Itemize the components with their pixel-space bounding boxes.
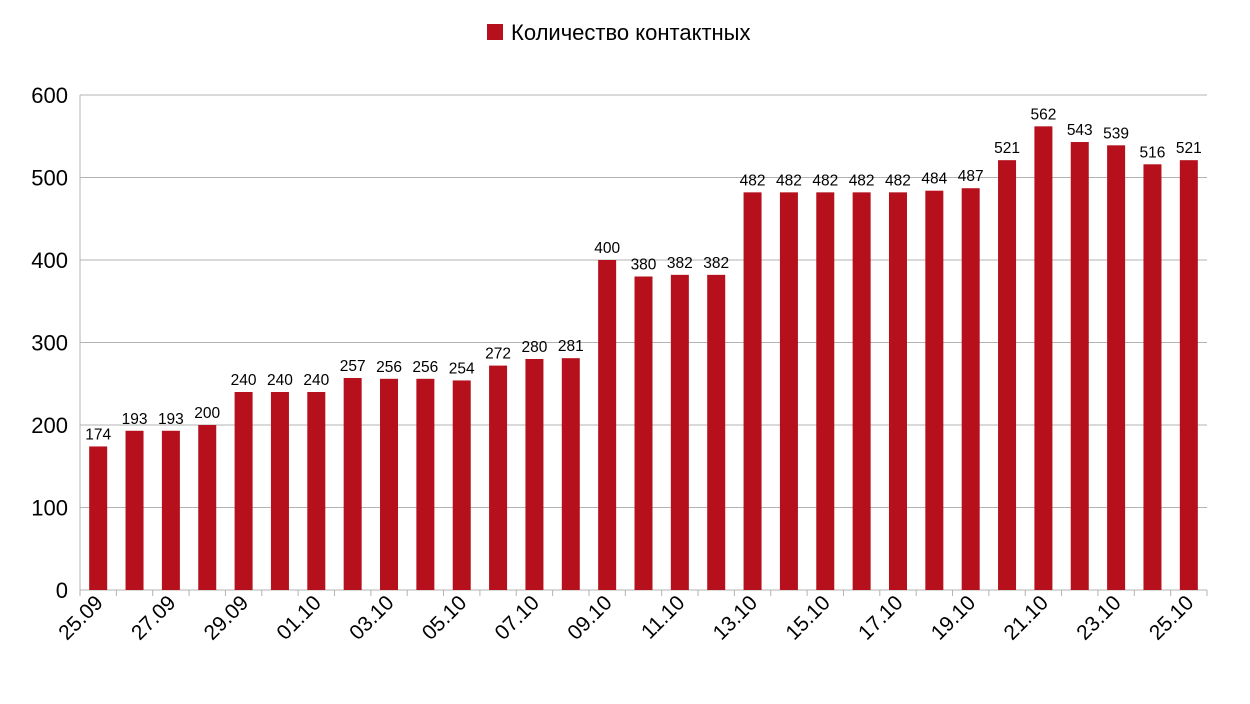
- x-tick-label: 29.09: [200, 591, 253, 644]
- data-label: 193: [158, 411, 184, 428]
- data-label: 280: [521, 339, 547, 356]
- legend: Количество контактных: [487, 20, 751, 45]
- data-label: 281: [558, 338, 584, 355]
- x-tick-label: 25.10: [1145, 591, 1198, 644]
- bar: [416, 378, 435, 590]
- bar: [452, 380, 471, 590]
- data-label: 482: [885, 172, 911, 189]
- x-tick-label: 07.10: [491, 591, 544, 644]
- bar: [525, 359, 544, 590]
- bar: [707, 274, 726, 590]
- y-tick-label: 400: [31, 248, 68, 273]
- x-tick-label: 21.10: [1000, 591, 1053, 644]
- bar: [925, 190, 944, 590]
- y-tick-label: 100: [31, 496, 68, 521]
- data-label: 240: [267, 372, 293, 389]
- bar: [779, 192, 798, 590]
- bar: [234, 392, 253, 590]
- data-label: 521: [1176, 140, 1202, 157]
- x-tick-label: 09.10: [563, 591, 616, 644]
- legend-swatch: [487, 24, 503, 40]
- data-label: 516: [1140, 144, 1166, 161]
- x-tick-label: 27.09: [127, 591, 180, 644]
- legend-label: Количество контактных: [511, 20, 751, 45]
- data-labels: 174 193 193 200 240 240 240 257 256 256 254 272 280 2…: [85, 106, 1202, 443]
- x-tick-label: 17.10: [854, 591, 907, 644]
- y-tick-label: 0: [56, 578, 68, 603]
- bar: [270, 392, 289, 590]
- x-tick-label: 03.10: [345, 591, 398, 644]
- bar: [1107, 145, 1126, 590]
- data-label: 484: [921, 171, 947, 188]
- x-tick-label: 11.10: [637, 591, 689, 643]
- data-label: 382: [667, 255, 693, 272]
- data-label: 272: [485, 346, 511, 363]
- data-label: 482: [776, 172, 802, 189]
- bar: [888, 192, 907, 590]
- data-label: 174: [85, 426, 111, 443]
- data-label: 482: [849, 172, 875, 189]
- data-label: 254: [449, 360, 475, 377]
- data-label: 240: [303, 372, 329, 389]
- bar: [198, 425, 217, 590]
- data-label: 240: [231, 372, 257, 389]
- data-label: 200: [194, 405, 220, 422]
- x-tick-label: 19.10: [927, 591, 980, 644]
- bar: [125, 430, 144, 590]
- data-label: 562: [1030, 106, 1056, 123]
- data-label: 400: [594, 240, 620, 257]
- bar: [598, 260, 617, 590]
- y-tick-label: 200: [31, 413, 68, 438]
- bar: [961, 188, 980, 590]
- bar: [343, 377, 362, 590]
- data-label: 539: [1103, 125, 1129, 142]
- data-label: 256: [376, 359, 402, 376]
- bar: [816, 192, 835, 590]
- data-label: 482: [740, 172, 766, 189]
- bar: [307, 392, 326, 590]
- x-axis-ticks: 25.09 27.09 29.09 01.10 03.10 05.10 07.10 09.10…: [54, 591, 1198, 644]
- bar: [1179, 160, 1198, 591]
- y-tick-label: 500: [31, 166, 68, 191]
- bar: [998, 160, 1017, 591]
- y-tick-label: 300: [31, 331, 68, 356]
- data-label: 380: [631, 257, 657, 274]
- bar: [1034, 126, 1053, 590]
- x-tick-label: 15.10: [781, 591, 834, 644]
- bars: [89, 126, 1198, 591]
- y-axis-ticks: 0 100 200 300 400 500 600: [31, 83, 68, 603]
- x-tick-label: 23.10: [1072, 591, 1125, 644]
- data-label: 487: [958, 168, 984, 185]
- bar: [561, 358, 580, 590]
- data-label: 543: [1067, 122, 1093, 139]
- bar: [852, 192, 871, 590]
- x-tick-label: 05.10: [418, 591, 471, 644]
- bar: [634, 276, 653, 590]
- data-label: 193: [122, 411, 148, 428]
- bar: [743, 192, 762, 590]
- bar: [380, 378, 399, 590]
- data-label: 257: [340, 358, 366, 375]
- bar: [161, 430, 180, 590]
- x-tick-label: 13.10: [709, 591, 762, 644]
- bar: [489, 365, 508, 590]
- data-label: 521: [994, 140, 1020, 157]
- data-label: 482: [812, 172, 838, 189]
- bar: [670, 274, 689, 590]
- bar: [1070, 142, 1089, 590]
- bar: [1143, 164, 1162, 591]
- data-label: 256: [412, 359, 438, 376]
- x-tick-label: 01.10: [272, 591, 325, 644]
- y-tick-label: 600: [31, 83, 68, 108]
- bar: [89, 446, 108, 590]
- data-label: 382: [703, 255, 729, 272]
